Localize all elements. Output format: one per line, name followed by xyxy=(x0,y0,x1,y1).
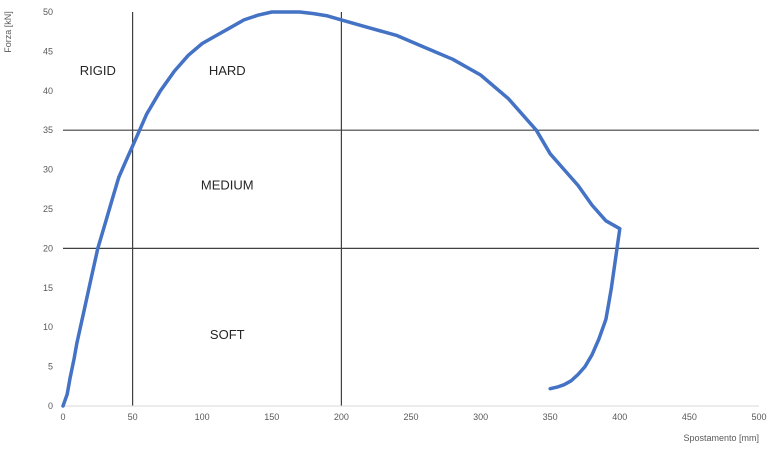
annotations: RIGID HARD MEDIUM SOFT xyxy=(80,63,254,342)
x-tick-label: 150 xyxy=(264,412,279,422)
x-tick-label: 100 xyxy=(195,412,210,422)
x-tick-label: 50 xyxy=(128,412,138,422)
zone-label-medium: MEDIUM xyxy=(201,177,254,192)
axes: 0 50 100 150 200 250 300 350 400 450 500 0 5 10 15 20 25… xyxy=(43,7,767,422)
y-tick-label: 45 xyxy=(43,46,53,56)
zone-label-hard: HARD xyxy=(209,63,246,78)
x-tick-label: 450 xyxy=(682,412,697,422)
y-tick-label: 5 xyxy=(48,362,53,372)
x-tick-label: 200 xyxy=(334,412,349,422)
y-axis-title: Forza [kN] xyxy=(3,11,13,53)
x-tick-label: 350 xyxy=(543,412,558,422)
y-tick-label: 10 xyxy=(43,322,53,332)
y-tick-label: 50 xyxy=(43,7,53,17)
y-tick-label: 40 xyxy=(43,86,53,96)
zone-label-rigid: RIGID xyxy=(80,63,116,78)
y-tick-label: 20 xyxy=(43,243,53,253)
y-tick-label: 25 xyxy=(43,204,53,214)
x-tick-label: 250 xyxy=(403,412,418,422)
x-tick-label: 0 xyxy=(60,412,65,422)
y-tick-label: 35 xyxy=(43,125,53,135)
x-tick-label: 500 xyxy=(751,412,766,422)
series-line xyxy=(61,10,622,408)
x-tick-label: 400 xyxy=(612,412,627,422)
x-axis-title: Spostamento [mm] xyxy=(683,433,759,443)
y-tick-label: 15 xyxy=(43,283,53,293)
reference-lines xyxy=(63,12,759,406)
series xyxy=(61,10,622,408)
y-tick-label: 0 xyxy=(48,401,53,411)
zone-label-soft: SOFT xyxy=(210,327,245,342)
x-tick-label: 300 xyxy=(473,412,488,422)
y-tick-label: 30 xyxy=(43,165,53,175)
